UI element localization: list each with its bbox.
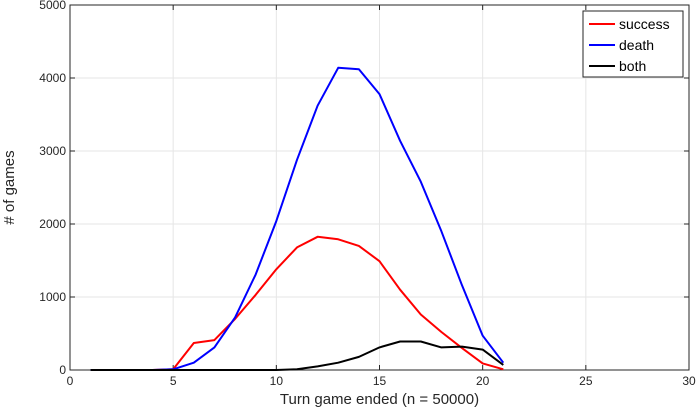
y-axis-label: # of games (1, 150, 18, 224)
y-tick-label: 4000 (39, 71, 66, 85)
y-tick-label: 3000 (39, 144, 66, 158)
legend: success death both (582, 10, 684, 78)
x-tick-label: 0 (67, 374, 74, 388)
series-death (90, 66, 505, 371)
x-tick-label: 15 (373, 374, 387, 388)
legend-entry-success: success (589, 16, 670, 32)
y-tick-label: 2000 (39, 217, 66, 231)
axis-ticks: 0 5 10 15 20 25 30 0 1000 2000 3000 4000 5000 (39, 0, 696, 388)
y-tick-label: 5000 (39, 0, 66, 12)
y-tick-label: 1000 (39, 290, 66, 304)
legend-label: success (619, 16, 670, 32)
x-axis-label: Turn game ended (n = 50000) (280, 391, 479, 408)
legend-label: both (619, 58, 646, 74)
y-tick-label: 0 (59, 363, 66, 377)
series-lines (90, 66, 505, 371)
series-line-death (90, 66, 505, 371)
x-tick-label: 30 (682, 374, 696, 388)
x-tick-label: 20 (476, 374, 490, 388)
x-tick-label: 25 (579, 374, 593, 388)
legend-entry-death: death (589, 37, 654, 53)
series-line-both (90, 340, 504, 371)
x-tick-label: 10 (270, 374, 284, 388)
series-both (90, 340, 504, 371)
x-tick-label: 5 (170, 374, 177, 388)
legend-label: death (619, 37, 654, 53)
series-success (90, 235, 504, 371)
series-line-success (90, 235, 504, 371)
legend-entry-both: both (589, 58, 646, 74)
